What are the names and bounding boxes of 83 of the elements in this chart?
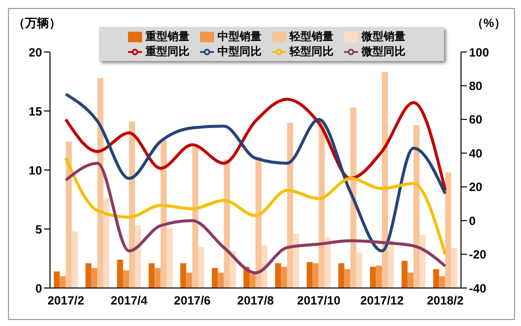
x-tick-label: 2018/2 xyxy=(426,294,464,308)
line-series xyxy=(64,92,447,252)
bar xyxy=(451,248,458,288)
bar xyxy=(166,228,173,288)
bar xyxy=(420,234,426,288)
bar xyxy=(103,198,110,288)
bar xyxy=(60,276,66,288)
bar xyxy=(123,270,130,288)
y-tick-label: 15 xyxy=(28,104,42,118)
bar xyxy=(344,269,350,288)
y2-tick-label: 100 xyxy=(469,45,490,60)
x-tick-label: 2017/12 xyxy=(360,294,404,308)
y-axis-title: （万辆） xyxy=(13,15,61,32)
bar xyxy=(376,266,382,288)
bar xyxy=(148,263,155,288)
bar xyxy=(66,142,72,288)
y2-tick-label: -40 xyxy=(469,281,487,296)
bar xyxy=(91,268,98,288)
line-series xyxy=(64,98,447,192)
bar xyxy=(249,274,256,288)
legend-label: 重型同比 xyxy=(146,46,190,58)
bar xyxy=(186,272,192,288)
y-tick-label: 5 xyxy=(35,222,42,236)
bar xyxy=(287,122,294,288)
legend-label: 中型同比 xyxy=(218,46,262,58)
bar xyxy=(117,260,124,288)
bar xyxy=(350,107,356,288)
bar xyxy=(224,159,230,288)
y2-tick-label: -20 xyxy=(469,248,487,262)
bar xyxy=(255,157,262,288)
bar xyxy=(261,246,268,288)
bar xyxy=(129,122,136,288)
bar xyxy=(218,272,224,288)
line-series xyxy=(64,162,447,274)
legend-label: 轻型同比 xyxy=(290,46,334,58)
bar xyxy=(408,272,414,288)
y2-tick-label: 0 xyxy=(469,214,476,228)
y2-tick-label: 20 xyxy=(469,180,483,194)
bar xyxy=(312,263,319,288)
bar xyxy=(306,262,313,288)
bar xyxy=(324,237,331,288)
legend-label: 重型销量 xyxy=(146,31,190,43)
bar xyxy=(212,268,218,288)
x-tick-label: 2017/6 xyxy=(174,294,211,308)
bar xyxy=(402,260,408,288)
bar xyxy=(160,140,167,288)
x-tick-label: 2017/4 xyxy=(110,294,148,308)
bar xyxy=(135,225,142,288)
bar xyxy=(275,263,282,288)
x-tick-label: 2017/10 xyxy=(297,294,341,308)
x-tick-label: 2017/8 xyxy=(237,294,274,308)
bar xyxy=(414,125,420,288)
y-tick-label: 10 xyxy=(28,163,42,178)
bar xyxy=(382,72,388,288)
bar xyxy=(97,78,104,288)
bar xyxy=(370,266,376,288)
y2-tick-label: 60 xyxy=(469,112,483,127)
bar xyxy=(198,246,204,288)
legend-label: 轻型销量 xyxy=(290,31,334,43)
bar xyxy=(439,276,446,288)
bar xyxy=(154,268,161,288)
bar xyxy=(356,252,362,288)
bar xyxy=(281,266,288,288)
bar xyxy=(445,172,452,288)
y2-axis-title: （%） xyxy=(471,15,506,32)
bar xyxy=(54,271,60,288)
bar xyxy=(192,146,198,288)
bar xyxy=(72,231,78,288)
bar xyxy=(293,234,300,288)
y-tick-label: 0 xyxy=(35,281,42,296)
y-tick-label: 20 xyxy=(28,45,42,60)
bar xyxy=(388,240,394,288)
y2-tick-label: 40 xyxy=(469,146,483,160)
legend-label: 中型销量 xyxy=(218,31,262,43)
y2-tick-label: 80 xyxy=(469,78,483,93)
bar xyxy=(338,263,344,288)
legend-label: 微型同比 xyxy=(362,46,406,58)
bar xyxy=(433,269,440,288)
line-series xyxy=(64,156,447,256)
bar xyxy=(180,263,186,288)
x-tick-label: 2017/2 xyxy=(47,294,84,308)
legend-label: 微型销量 xyxy=(362,31,406,43)
bar xyxy=(85,263,92,288)
